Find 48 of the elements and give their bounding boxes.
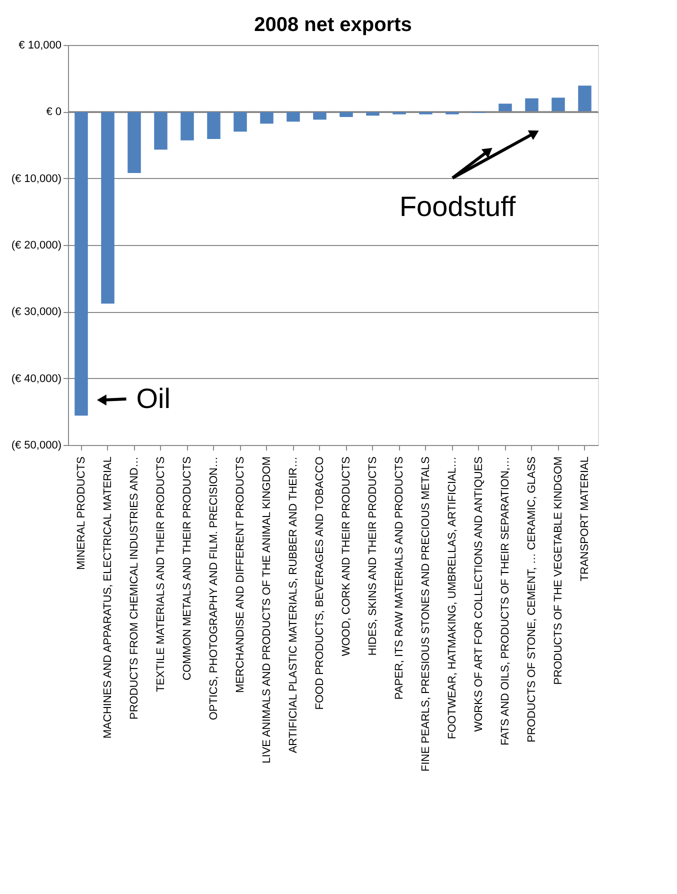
x-tick-label: WOOD, CORK AND THEIR PRODUCTS <box>340 456 352 656</box>
x-tick-label: FOOTWEAR, HATMAKING, UMBRELLAS, ARTIFICIAL… <box>446 456 458 740</box>
bar <box>234 112 247 132</box>
y-tick-label: € 0 <box>46 106 62 118</box>
bar <box>525 98 538 112</box>
bar <box>552 98 565 112</box>
annotation: Oil <box>136 383 170 414</box>
x-tick-label: FINE PEARLS, PRESIOUS STONES AND PRECIOUS METALS <box>420 456 432 772</box>
bar <box>578 86 592 112</box>
x-tick-label: PRODUCTS FROM CHEMICAL INDUSTRIES AND… <box>128 456 140 720</box>
y-tick-label: (€ 10,000) <box>11 172 62 185</box>
x-tick-label: PRODUCTS OF THE VEGETABLE KINDGOM <box>552 456 564 685</box>
bar <box>313 112 326 120</box>
x-tick-label: COMMON METALS AND THEIR PRODUCTS <box>181 456 194 680</box>
y-tick-label: € 10,000 <box>18 40 62 52</box>
x-tick-label: WORKS OF ART FOR COLLECTIONS AND ANTIQUES <box>472 456 485 732</box>
bar <box>498 104 512 112</box>
y-tick-label: (€ 30,000) <box>11 306 62 318</box>
x-tick-label: ARTIFICIAL PLASTIC MATERIALS, RUBBER AND THEIR… <box>287 456 300 754</box>
bar <box>392 112 406 114</box>
annotation: Foodstuff <box>399 191 516 222</box>
bar <box>128 112 141 173</box>
chart-title: 2008 net exports <box>254 14 412 36</box>
x-tick-label: MACHINES AND APPARATUS, ELECTRICAL MATERIAL <box>102 456 114 738</box>
x-tick-label: TEXTILE MATERIALS AND THEIR PRODUCTS <box>154 456 167 692</box>
x-tick-label: PAPER, ITS RAW MATERIALS AND PRODUCTS <box>393 456 406 700</box>
x-tick-label: FOOD PRODUCTS, BEVERAGES AND TOBACCO <box>314 456 326 710</box>
bar <box>74 112 88 416</box>
x-tick-label: TRANSPORT MATERIAL <box>578 456 591 582</box>
bar <box>207 112 220 139</box>
bar <box>446 112 459 114</box>
y-tick-label: (€ 40,000) <box>11 372 62 385</box>
bar <box>101 112 114 304</box>
bar <box>260 112 274 124</box>
x-tick-label: OPTICS, PHOTOGRAPHY AND FILM. PRECISION… <box>208 456 220 720</box>
bar <box>419 112 432 114</box>
bar <box>180 112 194 140</box>
x-tick-label: HIDES, SKINS AND THEIR PRODUCTS <box>366 456 379 656</box>
bar <box>286 112 300 122</box>
x-tick-label: PRODUCTS OF STONE, CEMENT, … CERAMIC, GLASS <box>526 456 538 742</box>
bar <box>340 112 353 117</box>
x-tick-label: MERCHANDISE AND DIFFERENT PRODUCTS <box>234 456 246 693</box>
x-tick-label: LIVE ANIMALS AND PRODUCTS OF THE ANIMAL KINGDOM <box>260 456 273 764</box>
y-tick-label: (€ 20,000) <box>11 240 62 252</box>
x-tick-label: FATS AND OILS, PRODUCTS OF THEIR SEPARATION,… <box>499 456 512 746</box>
x-tick-label: MINERAL PRODUCTS <box>75 456 88 570</box>
y-tick-label: (€ 50,000) <box>11 440 62 452</box>
bar <box>154 112 168 150</box>
